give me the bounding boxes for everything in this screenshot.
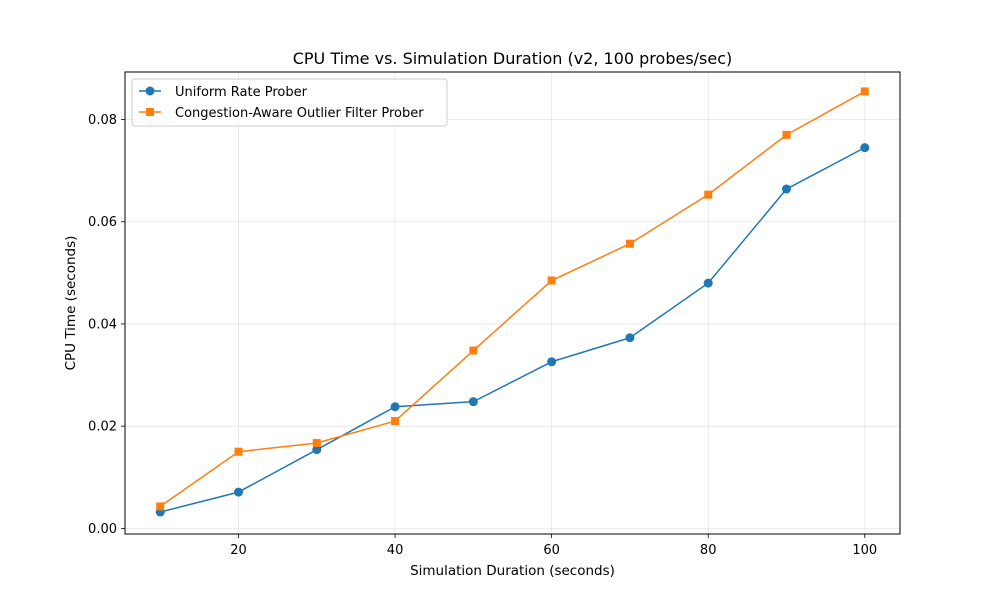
data-point-uniform [703,278,713,288]
data-point-congestion [234,447,243,456]
data-point-congestion [469,346,478,355]
plot-frame [124,71,901,535]
y-tick-label: 0.00 [88,522,117,537]
x-tick-label: 20 [230,543,247,558]
legend-marker-uniform [145,86,155,96]
series-line-congestion [159,90,866,508]
x-axis-label: Simulation Duration (seconds) [410,563,615,579]
data-point-congestion [625,239,634,248]
legend-marker-congestion [146,108,154,116]
x-tick-label: 40 [387,543,404,558]
data-point-uniform [312,445,322,455]
legend-box [131,78,448,127]
data-point-uniform [781,184,791,194]
data-point-congestion [547,276,556,285]
data-point-congestion [156,502,165,511]
y-tick-label: 0.02 [88,420,117,435]
y-tick-label: 0.04 [88,317,117,332]
legend: Uniform Rate Prober Congestion-Aware Out… [131,78,448,127]
chart-title: CPU Time vs. Simulation Duration (v2, 10… [293,49,733,68]
data-point-congestion [391,417,400,426]
data-point-uniform [547,357,557,367]
data-point-uniform [234,487,244,497]
y-axis-label: CPU Time (seconds) [63,236,79,371]
data-point-congestion [860,87,869,96]
x-tick-label: 60 [543,543,560,558]
data-point-uniform [860,143,870,153]
data-point-congestion [704,190,713,199]
data-point-uniform [390,402,400,412]
data-point-congestion [782,130,791,139]
legend-label-congestion: Congestion-Aware Outlier Filter Prober [175,106,424,121]
series-layer [155,87,870,517]
y-tick-label: 0.06 [88,215,117,230]
data-point-congestion [312,439,321,448]
y-tick-label: 0.08 [88,113,117,128]
grid [125,72,900,534]
series-line-uniform [160,146,866,513]
x-tick-label: 80 [700,543,717,558]
ticks: 20 40 60 80 100 0.00 0.02 0.04 0.06 0.08 [88,113,877,558]
data-point-uniform [625,333,635,343]
legend-label-uniform: Uniform Rate Prober [175,85,308,100]
x-tick-label: 100 [852,543,877,558]
data-point-uniform [468,397,478,407]
